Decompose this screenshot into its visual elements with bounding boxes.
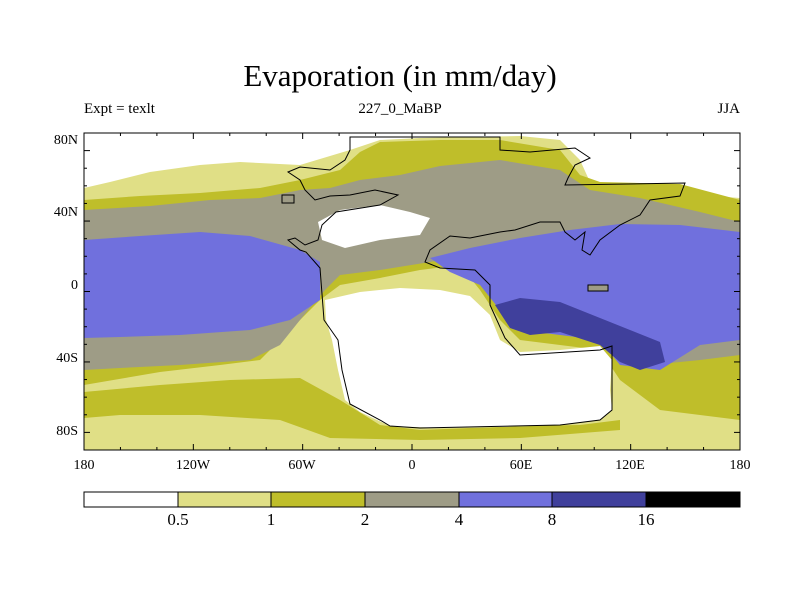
x-tick-label: 60W bbox=[288, 458, 316, 473]
y-tick-label: 40S bbox=[56, 351, 78, 366]
colorbar-label: 8 bbox=[547, 510, 557, 529]
colorbar-box-2-to-4 bbox=[365, 492, 459, 507]
axis-ticks bbox=[83, 132, 741, 451]
colorbar-box-above-16 bbox=[646, 492, 740, 507]
colorbar-label: 0.5 bbox=[167, 510, 189, 529]
time-label: 227_0_MaBP bbox=[358, 101, 442, 117]
island-outline bbox=[281, 194, 295, 204]
colorbar-box-0-5-to-1 bbox=[178, 492, 271, 507]
experiment-label: Expt = texlt bbox=[84, 101, 155, 117]
y-tick-label: 40N bbox=[53, 205, 78, 220]
land-low-evaporation-south bbox=[325, 288, 612, 428]
y-tick-label: 0 bbox=[71, 278, 78, 293]
island-outline bbox=[587, 284, 609, 292]
colorbar-box-4-to-8 bbox=[459, 492, 552, 507]
colorbar-box-1-to-2 bbox=[271, 492, 365, 507]
land-low-evaporation-north bbox=[318, 205, 430, 248]
x-tick-label: 60E bbox=[509, 458, 533, 473]
map-title: Evaporation (in mm/day) bbox=[243, 58, 557, 93]
colorbar bbox=[83, 491, 741, 508]
colorbar-label: 4 bbox=[454, 510, 464, 529]
y-tick-label: 80S bbox=[56, 424, 78, 439]
season-label: JJA bbox=[717, 101, 740, 117]
x-tick-label: 120W bbox=[175, 458, 211, 473]
colorbar-label: 2 bbox=[360, 510, 370, 529]
x-tick-label: 0 bbox=[408, 458, 416, 473]
map-fill bbox=[84, 133, 740, 450]
colorbar-label: 16 bbox=[637, 510, 655, 529]
band-1-to-2-south bbox=[84, 378, 620, 440]
colorbar-label: 1 bbox=[266, 510, 276, 529]
colorbar-box-below-0-5 bbox=[84, 492, 178, 507]
y-tick-label: 80N bbox=[53, 133, 78, 148]
x-tick-label: 180 bbox=[729, 458, 751, 473]
band-8-to-16 bbox=[495, 298, 665, 370]
x-tick-label: 120E bbox=[615, 458, 645, 473]
colorbar-frame bbox=[83, 491, 741, 508]
colorbar-box-8-to-16 bbox=[552, 492, 646, 507]
x-tick-label: 180 bbox=[73, 458, 95, 473]
coastline bbox=[286, 136, 686, 429]
